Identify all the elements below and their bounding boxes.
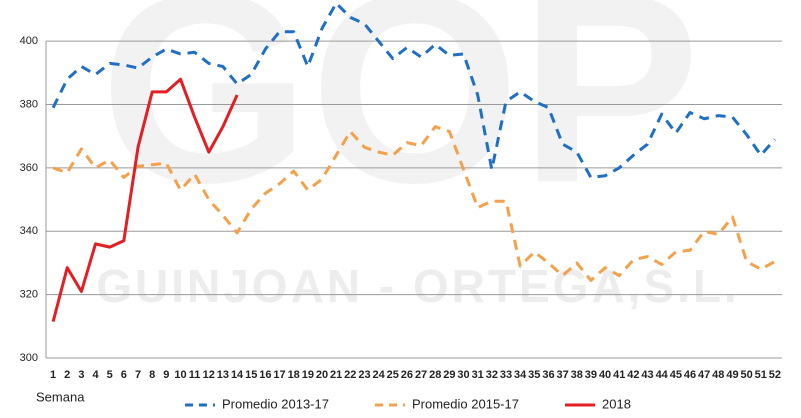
x-tick-label: 35: [528, 369, 540, 381]
y-tick-label: 400: [20, 35, 38, 47]
x-tick-label: 34: [514, 369, 527, 381]
x-tick-label: 4: [92, 369, 99, 381]
y-tick-label: 380: [20, 98, 38, 110]
legend-label: 2018: [602, 396, 631, 411]
y-tick-label: 340: [20, 225, 38, 237]
x-tick-label: 15: [245, 369, 257, 381]
x-tick-label: 39: [585, 369, 597, 381]
x-tick-label: 26: [401, 369, 413, 381]
x-tick-label: 3: [78, 369, 84, 381]
x-tick-label: 31: [472, 369, 484, 381]
x-tick-label: 44: [656, 369, 669, 381]
x-tick-label: 32: [486, 369, 498, 381]
x-tick-label: 29: [443, 369, 455, 381]
x-tick-label: 27: [415, 369, 427, 381]
x-tick-label: 12: [203, 369, 215, 381]
x-tick-label: 40: [599, 369, 611, 381]
x-tick-label: 24: [372, 369, 385, 381]
x-tick-label: 36: [542, 369, 554, 381]
y-tick-label: 300: [20, 352, 38, 364]
x-tick-label: 8: [149, 369, 155, 381]
x-tick-label: 10: [174, 369, 186, 381]
x-tick-label: 48: [712, 369, 724, 381]
x-tick-label: 14: [231, 369, 244, 381]
series-line: [51, 77, 239, 322]
x-tick-label: 22: [344, 369, 356, 381]
x-tick-label: 11: [189, 369, 201, 381]
legend-label: Promedio 2013-17: [222, 396, 329, 411]
x-tick-label: 21: [330, 369, 342, 381]
watermark-logo: GOP: [100, 0, 700, 239]
x-tick-label: 18: [288, 369, 300, 381]
x-tick-label: 6: [121, 369, 127, 381]
x-tick-label: 52: [769, 369, 781, 381]
x-tick-label: 43: [641, 369, 653, 381]
x-tick-label: 46: [684, 369, 696, 381]
x-tick-label: 45: [670, 369, 682, 381]
x-tick-label: 33: [500, 369, 512, 381]
x-tick-label: 50: [740, 369, 752, 381]
x-tick-label: 13: [217, 369, 229, 381]
x-tick-label: 17: [273, 369, 285, 381]
x-tick-label: 37: [556, 369, 568, 381]
x-tick-label: 1: [50, 369, 56, 381]
x-tick-label: 5: [107, 369, 113, 381]
y-tick-label: 360: [20, 162, 38, 174]
x-tick-label: 49: [726, 369, 738, 381]
x-tick-label: 47: [698, 369, 710, 381]
series-line: [51, 1, 777, 179]
watermark-company: GUINJOAN - ORTEGA,S.L.: [96, 260, 740, 312]
series-line: [52, 125, 776, 282]
x-tick-label: 19: [302, 369, 314, 381]
x-tick-label: 25: [387, 369, 399, 381]
x-tick-label: 9: [163, 369, 169, 381]
x-tick-label: 41: [613, 369, 625, 381]
x-tick-label: 7: [135, 369, 141, 381]
x-tick-label: 20: [316, 369, 328, 381]
y-tick-label: 320: [20, 289, 38, 301]
x-tick-label: 51: [755, 369, 767, 381]
x-tick-label: 38: [571, 369, 583, 381]
legend-label: Promedio 2015-17: [412, 396, 519, 411]
x-tick-label: 16: [259, 369, 271, 381]
x-tick-label: 2: [64, 369, 70, 381]
x-axis-label: Semana: [36, 389, 85, 404]
x-tick-label: 28: [429, 369, 441, 381]
x-tick-label: 42: [627, 369, 639, 381]
x-tick-label: 23: [358, 369, 370, 381]
x-tick-label: 30: [457, 369, 469, 381]
